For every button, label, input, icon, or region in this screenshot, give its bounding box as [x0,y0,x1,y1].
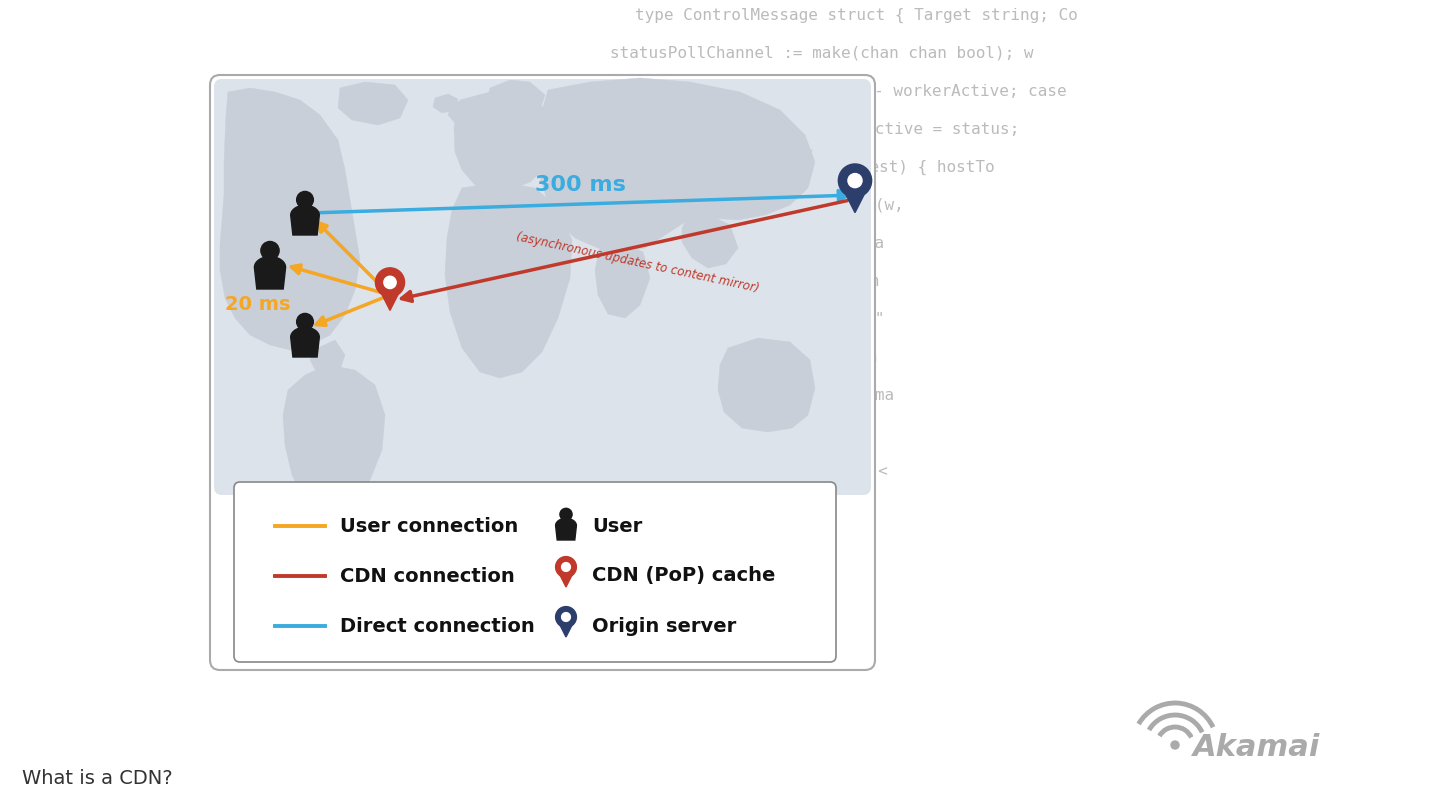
Circle shape [556,607,576,628]
Polygon shape [539,78,815,252]
Text: , r *http.Request) { reqChan: , r *http.Request) { reqChan [611,274,880,289]
Polygon shape [683,215,739,268]
Polygon shape [595,243,649,318]
Polygon shape [556,518,576,540]
Text: What is a CDN?: What is a CDN? [22,769,173,787]
Circle shape [376,268,405,297]
Circle shape [297,313,314,330]
Circle shape [848,173,863,188]
Text: ResponseWriter, r *http.Request) { hostTo: ResponseWriter, r *http.Request) { hostT… [600,160,995,175]
Text: Direct connection: Direct connection [340,616,534,636]
Text: ) { hostTokens: ) { hostTokens [645,540,779,555]
Polygon shape [448,100,468,123]
Polygon shape [338,82,408,125]
Text: 300 ms: 300 ms [534,175,625,195]
Text: andServe('1337', nil)); };pa: andServe('1337', nil)); };pa [608,350,877,365]
Text: WorkerActive: case msg := <: WorkerActive: case msg := < [628,464,888,479]
Polygon shape [445,182,572,378]
Circle shape [562,612,570,621]
Circle shape [560,509,572,521]
Circle shape [562,563,570,571]
Text: fmt.Fprint: fmt.Fprint [645,578,742,593]
Polygon shape [291,327,320,357]
Polygon shape [284,365,384,518]
FancyBboxPatch shape [233,482,837,662]
Polygon shape [840,182,870,212]
Text: nil: func admin(: nil: func admin( [638,502,792,517]
Text: ring: Count int64: }; func ma: ring: Count int64: }; func ma [615,388,894,403]
Polygon shape [255,257,285,289]
Text: sult: fmt.Fprint(w, "ACTIVE": sult: fmt.Fprint(w, "ACTIVE" [615,312,884,327]
Polygon shape [454,92,559,192]
Circle shape [1171,741,1179,749]
Polygon shape [487,80,544,118]
Polygon shape [291,205,320,235]
Text: type ControlMessage struct { Target string; Co: type ControlMessage struct { Target stri… [635,8,1077,23]
Text: User: User [592,517,642,535]
Text: statusPollChannel := make(chan chan bool); w: statusPollChannel := make(chan chan bool… [611,46,1034,61]
Polygon shape [310,340,346,380]
Text: Control message issued for Ta: Control message issued for Ta [605,236,884,251]
Polygon shape [719,338,815,432]
Polygon shape [377,284,403,310]
Polygon shape [556,568,576,587]
Polygon shape [220,88,360,350]
Polygon shape [433,94,458,113]
Text: User connection: User connection [340,517,518,535]
Text: Origin server: Origin server [592,616,736,636]
Text: (asynchronous updates to content mirror): (asynchronous updates to content mirror) [516,231,760,296]
Text: workerCompleteChan: workerActive = status;: workerCompleteChan: workerActive = statu… [615,122,1020,137]
FancyBboxPatch shape [215,79,871,495]
Circle shape [261,241,279,260]
Circle shape [384,276,396,288]
Circle shape [297,191,314,208]
Text: ed for Ta: ed for Ta [649,616,737,631]
Text: 20 ms: 20 ms [225,296,291,314]
Text: CDN connection: CDN connection [340,566,514,586]
Text: CDN (PoP) cache: CDN (PoP) cache [592,566,775,586]
Polygon shape [788,145,812,170]
Circle shape [556,556,576,578]
Polygon shape [556,618,576,637]
FancyBboxPatch shape [210,75,876,670]
Text: if err != nil { fmt.Fprintf(w,: if err != nil { fmt.Fprintf(w, [615,198,904,213]
Circle shape [838,164,871,198]
Text: Akamai: Akamai [1192,732,1320,761]
Text: statusPollChannel: respChan <- workerActive; case: statusPollChannel: respChan <- workerAct… [595,84,1067,99]
Text: han chan bool): workerAct: han chan bool): workerAct [625,426,865,441]
